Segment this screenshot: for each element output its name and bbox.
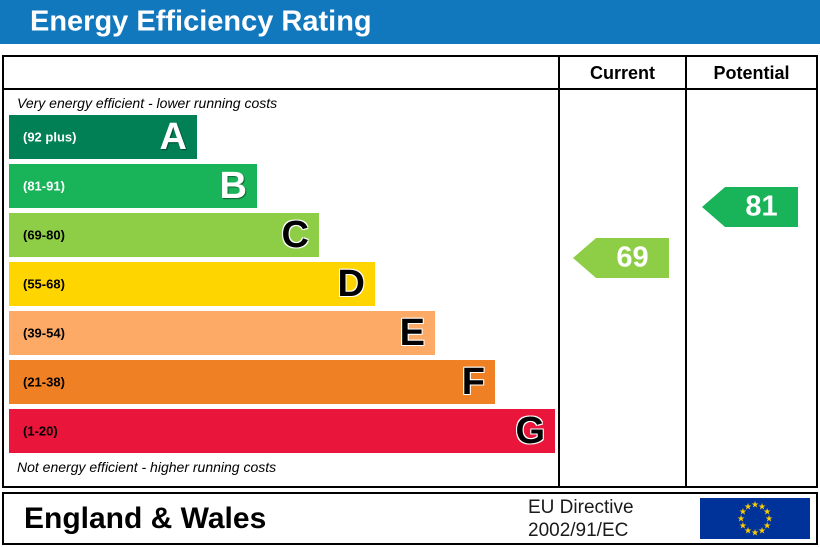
bottom-note: Not energy efficient - higher running co… <box>17 459 277 475</box>
svg-text:★: ★ <box>765 514 773 524</box>
band-a: (92 plus) A <box>9 115 197 159</box>
svg-text:★: ★ <box>744 526 752 536</box>
svg-text:★: ★ <box>751 528 759 538</box>
potential-column-header: Potential <box>713 63 790 83</box>
current-column-header: Current <box>589 63 655 83</box>
svg-text:★: ★ <box>739 521 747 531</box>
svg-text:★: ★ <box>739 507 747 517</box>
svg-text:★: ★ <box>737 514 745 524</box>
chart-title: Energy Efficiency Rating <box>30 5 372 38</box>
band-f-letter: F <box>461 361 485 403</box>
eu-flag: ★ ★ ★ ★ ★ ★ ★ ★ ★ ★ ★ ★ <box>700 498 810 539</box>
potential-rating-value: 81 <box>745 190 778 223</box>
band-f: (21-38) F <box>9 360 495 404</box>
band-e: (39-54) E <box>9 311 435 355</box>
band-f-range: (21-38) <box>23 374 65 390</box>
footer-bar: England & Wales EU Directive 2002/91/EC … <box>2 492 818 545</box>
top-note: Very energy efficient - lower running co… <box>17 95 278 111</box>
svg-text:★: ★ <box>763 521 771 531</box>
current-column-divider <box>558 57 560 486</box>
current-rating-value: 69 <box>616 241 649 274</box>
region-label: England & Wales <box>24 501 267 535</box>
band-g-letter: G <box>515 410 545 452</box>
band-b-letter: B <box>219 165 247 207</box>
band-c: (69-80) C <box>9 213 319 257</box>
band-e-range: (39-54) <box>23 325 65 341</box>
eu-directive-line1: EU Directive <box>528 496 634 518</box>
band-g-range: (1-20) <box>23 423 58 439</box>
svg-text:★: ★ <box>763 507 771 517</box>
band-d-letter: D <box>337 263 365 305</box>
eu-directive-label: EU Directive 2002/91/EC <box>528 496 634 542</box>
band-c-range: (69-80) <box>23 227 65 243</box>
svg-text:★: ★ <box>758 526 766 536</box>
svg-text:★: ★ <box>744 501 752 511</box>
header-row-divider <box>4 88 816 90</box>
band-d-range: (55-68) <box>23 276 65 292</box>
band-d: (55-68) D <box>9 262 375 306</box>
svg-text:★: ★ <box>758 501 766 511</box>
band-b-range: (81-91) <box>23 178 65 194</box>
band-c-letter: C <box>281 214 309 256</box>
band-g: (1-20) G <box>9 409 555 453</box>
current-rating-arrow: 69 <box>573 238 669 278</box>
svg-text:★: ★ <box>751 500 759 510</box>
chart-title-bar: Energy Efficiency Rating <box>0 0 820 44</box>
band-b: (81-91) B <box>9 164 257 208</box>
potential-column-divider <box>685 57 687 486</box>
band-a-range: (92 plus) <box>23 129 77 145</box>
band-a-letter: A <box>159 116 187 158</box>
band-e-letter: E <box>399 312 425 354</box>
potential-rating-arrow: 81 <box>702 187 798 227</box>
eu-directive-line2: 2002/91/EC <box>528 519 629 541</box>
chart-frame: Current Potential Very energy efficient … <box>2 55 818 488</box>
